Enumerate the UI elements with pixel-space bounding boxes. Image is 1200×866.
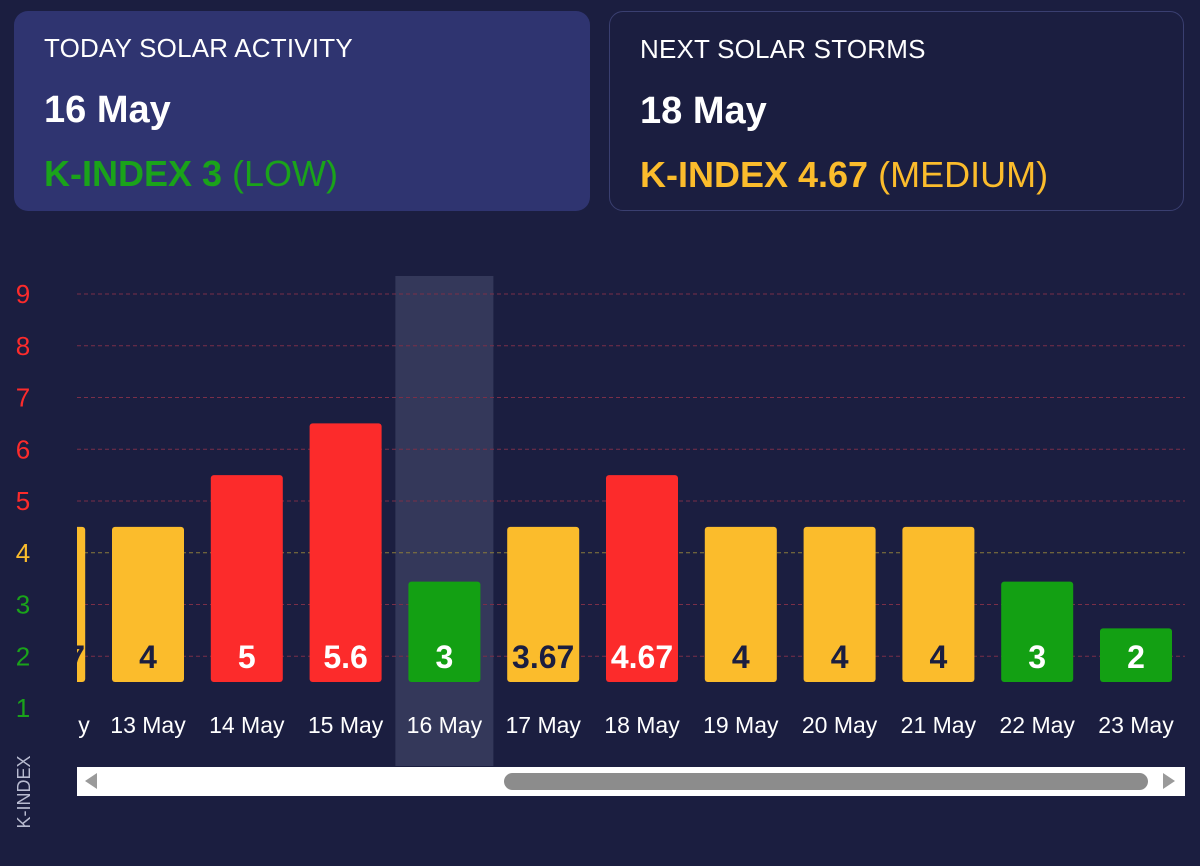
y-tick-label: 9: [16, 279, 30, 309]
bar-value-label: 7: [67, 639, 85, 675]
chart-scrollbar[interactable]: [77, 767, 1185, 796]
bar-16-may[interactable]: [408, 581, 481, 682]
bar-value-label: 4: [831, 639, 849, 675]
bar-14-may[interactable]: [210, 475, 283, 682]
today-date: 16 May: [44, 89, 171, 131]
x-tick-label: 19 May: [703, 712, 779, 738]
bar-value-label: 3: [1028, 639, 1046, 675]
bar-19-may[interactable]: [704, 526, 777, 682]
next-k-index-level: (MEDIUM): [878, 154, 1049, 195]
bar-13-may[interactable]: [112, 526, 184, 682]
today-k-index-value: K-INDEX 3: [44, 153, 223, 194]
bar-value-label: 4: [930, 639, 948, 675]
bar-23-may[interactable]: [1100, 628, 1172, 682]
y-tick-label: 3: [16, 590, 30, 620]
y-tick-label: 6: [16, 434, 30, 464]
bar-value-label: 4: [732, 639, 750, 675]
y-tick-label: 5: [16, 486, 30, 516]
y-tick-label: 1: [16, 693, 30, 723]
x-tick-label: y: [78, 712, 90, 738]
x-tick-label: 23 May: [1098, 712, 1174, 738]
x-tick-label: 22 May: [999, 712, 1075, 738]
y-axis-label: K-INDEX: [14, 755, 34, 828]
x-tick-label: 14 May: [209, 712, 285, 738]
today-k-index: K-INDEX 3 (LOW): [44, 153, 338, 195]
x-tick-label: 21 May: [901, 712, 977, 738]
bar-value-label: 5.6: [323, 639, 367, 675]
next-heading: NEXT SOLAR STORMS: [640, 34, 926, 64]
x-tick-label: 20 May: [802, 712, 878, 738]
bar-partial[interactable]: [13, 526, 86, 682]
today-k-index-level: (LOW): [232, 153, 339, 194]
bar-value-label: 2: [1127, 639, 1145, 675]
next-k-index: K-INDEX 4.67 (MEDIUM): [640, 154, 1048, 196]
next-date: 18 May: [640, 90, 767, 132]
x-tick-label: 18 May: [604, 712, 680, 738]
bar-22-may[interactable]: [1001, 581, 1074, 682]
bar-value-label: 4.67: [611, 639, 673, 675]
today-activity-card: TODAY SOLAR ACTIVITY 16 May K-INDEX 3 (L…: [14, 11, 590, 211]
scroll-right-arrow-icon[interactable]: [1163, 773, 1175, 789]
next-k-index-value: K-INDEX 4.67: [640, 154, 869, 195]
bar-15-may[interactable]: [309, 423, 382, 682]
bar-value-label: 5: [238, 639, 256, 675]
bar-value-label: 4: [139, 639, 157, 675]
x-tick-label: 17 May: [505, 712, 581, 738]
today-heading: TODAY SOLAR ACTIVITY: [44, 33, 353, 63]
y-tick-label: 4: [16, 538, 30, 568]
y-tick-label: 8: [16, 331, 30, 361]
bar-17-may[interactable]: [507, 526, 580, 682]
scroll-thumb[interactable]: [504, 773, 1148, 790]
y-tick-label: 7: [16, 383, 30, 413]
x-tick-label: 16 May: [407, 712, 483, 738]
x-tick-label: 15 May: [308, 712, 384, 738]
next-storms-card: NEXT SOLAR STORMS 18 May K-INDEX 4.67 (M…: [609, 11, 1184, 211]
bar-21-may[interactable]: [902, 526, 975, 682]
y-tick-label: 2: [16, 641, 30, 671]
bar-value-label: 3.67: [512, 639, 574, 675]
bar-18-may[interactable]: [606, 475, 678, 682]
bar-20-may[interactable]: [803, 526, 876, 682]
scroll-left-arrow-icon[interactable]: [85, 773, 97, 789]
x-tick-label: 13 May: [110, 712, 186, 738]
highlighted-column: [395, 276, 494, 766]
bar-value-label: 3: [436, 639, 454, 675]
